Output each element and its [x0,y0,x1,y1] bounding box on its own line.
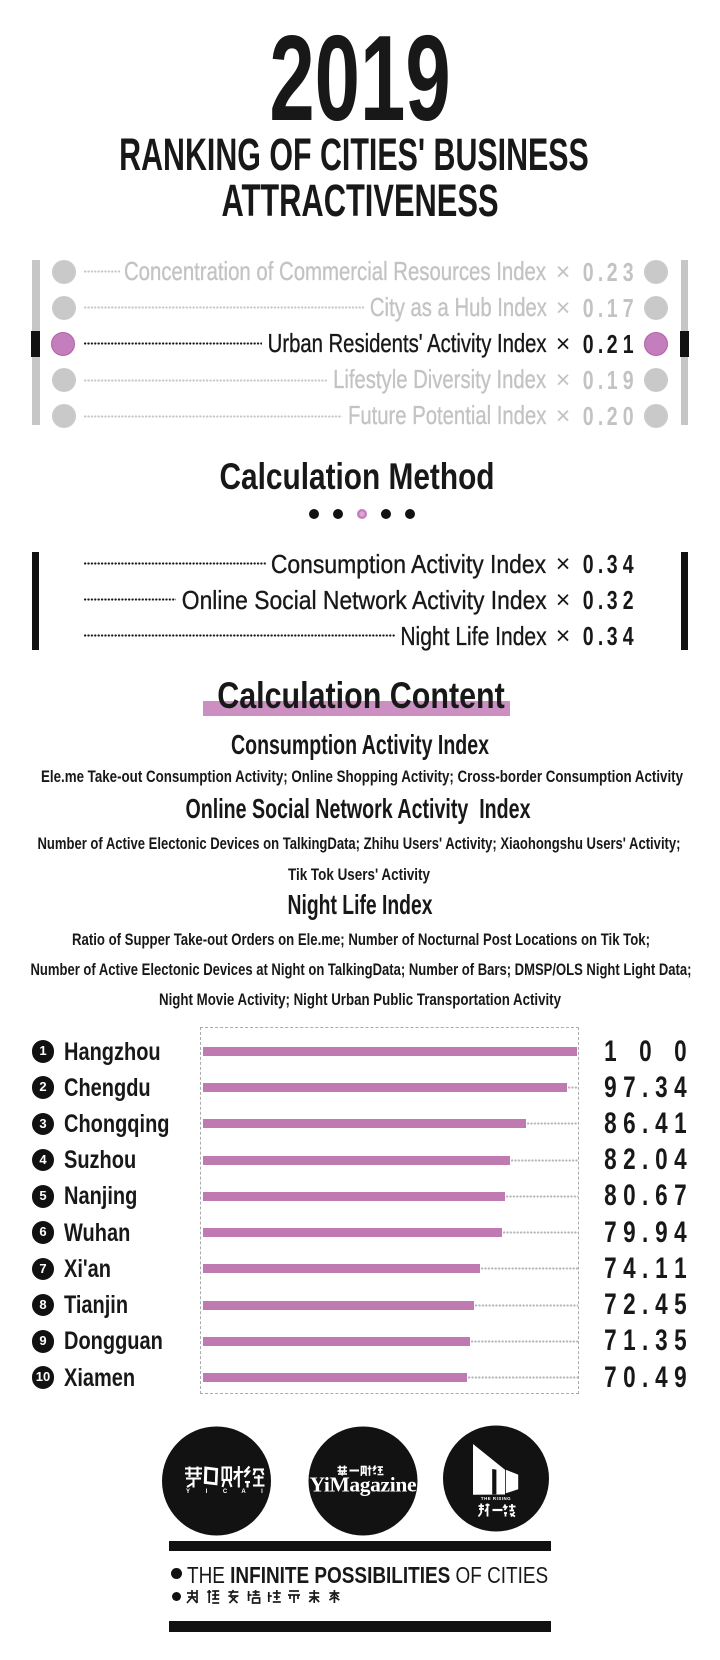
svg-text:YiMagazine: YiMagazine [310,1473,417,1497]
svg-text:I: I [206,1489,208,1495]
svg-text:A: A [241,1489,246,1495]
svg-text:THE RISING: THE RISING [481,1496,511,1501]
svg-text:I: I [261,1489,263,1495]
svg-text:Y: Y [186,1489,190,1495]
svg-text:C: C [223,1489,228,1495]
